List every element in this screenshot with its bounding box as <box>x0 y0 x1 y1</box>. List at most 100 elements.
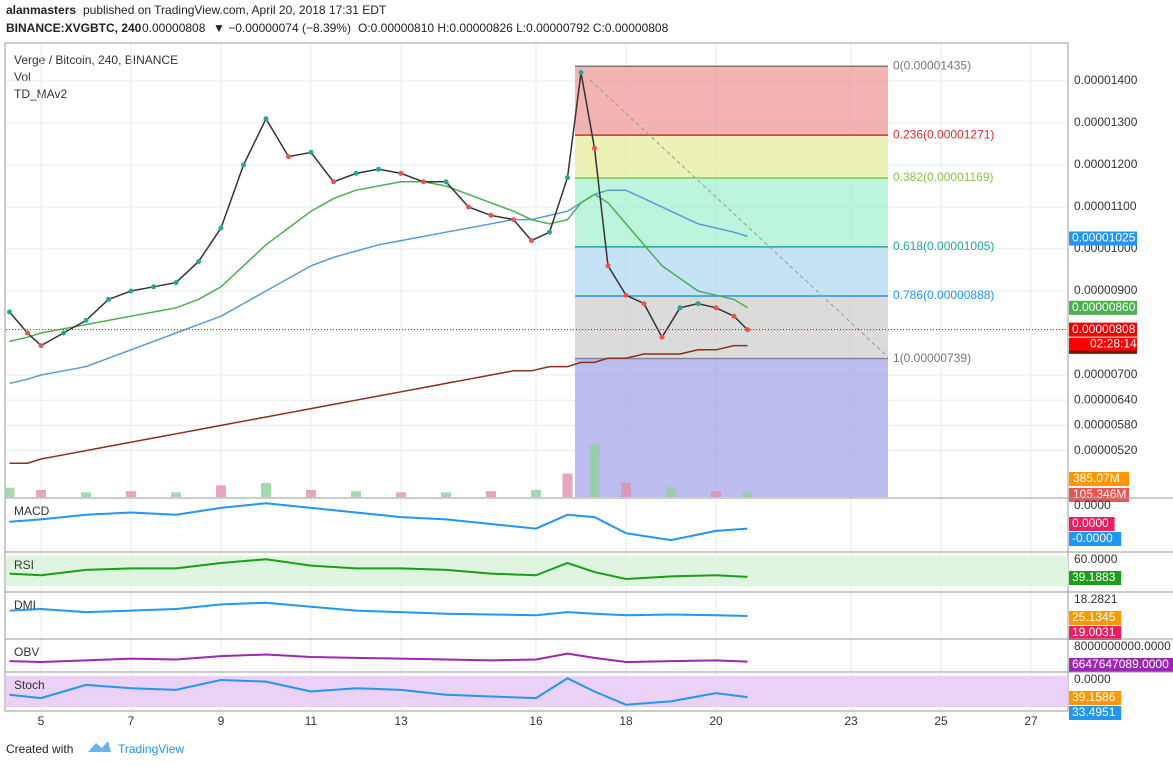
price-point <box>695 301 701 307</box>
price-point <box>106 296 111 302</box>
panel-badge <box>1069 532 1122 546</box>
price-point <box>173 280 179 286</box>
volume-bar <box>396 492 406 497</box>
y-tick-label: 0.00000580 <box>1074 418 1138 432</box>
fib-zone <box>575 296 888 359</box>
price-point <box>641 301 647 307</box>
price-point <box>443 179 449 185</box>
price-point <box>578 70 584 76</box>
price-point <box>511 217 516 223</box>
price-point <box>529 238 534 244</box>
volume-bar <box>36 489 46 497</box>
y-tick-label: 0.00001400 <box>1074 73 1138 87</box>
x-tick-label: 25 <box>934 714 948 728</box>
indicator-line <box>9 677 748 706</box>
panel-title: RSI <box>14 558 34 572</box>
panel-badge-label: 6647647089.0000 <box>1072 657 1169 671</box>
price-badge <box>1069 231 1137 246</box>
panel-tick: 0.0000 <box>1074 498 1111 512</box>
footer-brand[interactable]: TradingView <box>118 742 184 756</box>
price-point <box>376 166 381 172</box>
panel-title: DMI <box>14 598 36 612</box>
price-point <box>659 334 665 340</box>
panel-badge <box>1069 691 1122 705</box>
fib-label: 1(0.00000739) <box>893 351 971 365</box>
legend-item: Vol <box>14 70 31 84</box>
price-point <box>7 309 12 315</box>
author[interactable]: alanmasters <box>6 3 76 17</box>
price-badge <box>1069 300 1137 315</box>
panel-badge-label: -0.0000 <box>1072 531 1113 545</box>
panel-badge <box>1069 611 1122 625</box>
fib-zone <box>575 135 888 179</box>
volume-bar <box>261 482 271 497</box>
price-point <box>308 149 314 155</box>
volume-bar <box>216 485 226 497</box>
price-point <box>263 116 269 122</box>
volume-bar <box>81 492 91 497</box>
price-point <box>241 162 246 168</box>
price-point <box>592 145 597 151</box>
published: published on TradingView.com, April 20, … <box>83 3 387 17</box>
panel-badge-label: 0.0000 <box>1072 516 1109 530</box>
fib-label: 0.618(0.00001005) <box>893 239 994 253</box>
panel-badge <box>1069 706 1122 720</box>
fib-label: 0(0.00001435) <box>893 58 971 72</box>
indicator-line <box>9 502 748 542</box>
x-tick-label: 20 <box>709 714 723 728</box>
price-point <box>25 330 30 336</box>
price-point <box>83 317 89 323</box>
panel-band <box>6 676 1068 707</box>
symbol: BINANCE:XVGBTC, 240 <box>6 21 142 35</box>
price-point <box>466 204 471 210</box>
price-point <box>38 343 44 349</box>
volume-bar <box>126 491 136 497</box>
y-tick-label: 0.00001100 <box>1074 199 1137 213</box>
y-tick-label: 0.00000900 <box>1074 283 1138 297</box>
volume-bar <box>531 489 541 497</box>
panel-badge-label: 39.1586 <box>1072 690 1116 704</box>
y-tick-label: 0.00000520 <box>1074 443 1138 457</box>
panel-tick: 8000000000.0000 <box>1074 639 1171 653</box>
logo <box>88 741 111 752</box>
price-point <box>605 263 611 269</box>
volume-badge-label: 385.07M <box>1073 471 1120 485</box>
ma-slow <box>9 344 748 464</box>
panel-band <box>6 556 1068 586</box>
x-tick-label: 5 <box>38 714 45 728</box>
panel-title: OBV <box>14 645 39 659</box>
price-point <box>421 179 426 185</box>
volume-bar <box>171 492 181 497</box>
change: ▼ −0.00000074 (−8.39%) <box>213 21 351 35</box>
price-point <box>713 305 719 311</box>
volume-bar <box>562 473 573 497</box>
volume-bar <box>589 444 600 497</box>
price-point <box>61 330 66 336</box>
fib-zone <box>575 246 888 297</box>
panel-badge-label: 33.4951 <box>1072 705 1116 719</box>
price-point <box>488 212 494 218</box>
fib-label: 0.786(0.00000888) <box>893 288 994 302</box>
indicator-line <box>9 558 748 581</box>
price-badge-label: 0.00000808 <box>1072 322 1136 336</box>
fib-label: 0.382(0.00001169) <box>893 170 994 184</box>
price-point <box>128 288 134 294</box>
price-point <box>677 305 683 311</box>
countdown-bg <box>1069 337 1137 351</box>
legend-item: Verge / Bitcoin, 240, BINANCE <box>14 53 178 67</box>
panel-title: Stoch <box>14 678 45 692</box>
price-line <box>8 72 749 347</box>
y-tick-label: 0.00001300 <box>1074 115 1138 129</box>
ma-mid <box>9 189 748 385</box>
panel-badge-label: 39.1883 <box>1072 570 1116 584</box>
price-point <box>353 170 359 176</box>
indicator-line <box>9 601 748 618</box>
panel-badge <box>1069 626 1122 640</box>
x-tick-label: 7 <box>128 714 135 728</box>
price-point <box>218 225 224 231</box>
indicator-line <box>9 652 748 664</box>
y-tick-label: 0.00000700 <box>1074 367 1138 381</box>
fib-zone <box>575 178 888 247</box>
volume-bar <box>711 491 721 497</box>
